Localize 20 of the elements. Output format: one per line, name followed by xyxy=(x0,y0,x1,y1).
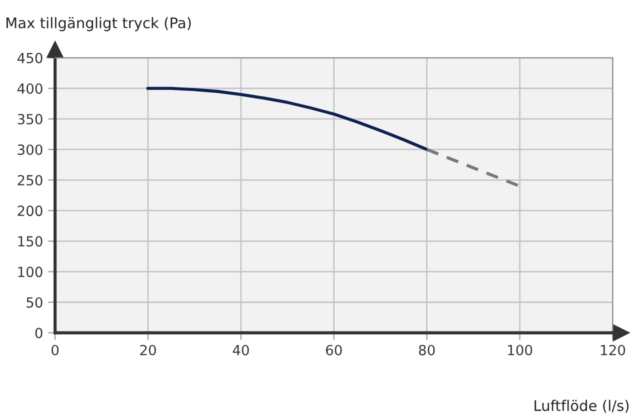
x-axis-title: Luftflöde (l/s) xyxy=(534,400,629,413)
x-tick-label: 40 xyxy=(232,344,249,356)
y-tick-label: 250 xyxy=(18,175,42,186)
x-tick-label: 80 xyxy=(418,344,435,356)
y-tick-label: 150 xyxy=(18,236,42,247)
y-tick-label: 0 xyxy=(35,328,42,338)
x-tick-label: 100 xyxy=(508,344,532,356)
x-tick-label: 60 xyxy=(326,344,342,356)
y-tick-label: 450 xyxy=(17,52,42,64)
y-tick-label: 100 xyxy=(18,266,42,278)
line-series xyxy=(146,86,428,152)
x-tick-label: 120 xyxy=(601,344,626,356)
x-tick-label: 20 xyxy=(140,344,156,356)
y-tick-label: 200 xyxy=(18,206,42,216)
y-tick-label: 300 xyxy=(18,144,42,155)
y-axis-title: Max tillgängligt tryck (Pa) xyxy=(6,17,191,32)
y-tick-label: 350 xyxy=(18,114,42,124)
y-tick-label: 400 xyxy=(17,83,42,94)
x-tick-label: 0 xyxy=(52,344,59,356)
y-tick-label: 50 xyxy=(26,297,42,308)
